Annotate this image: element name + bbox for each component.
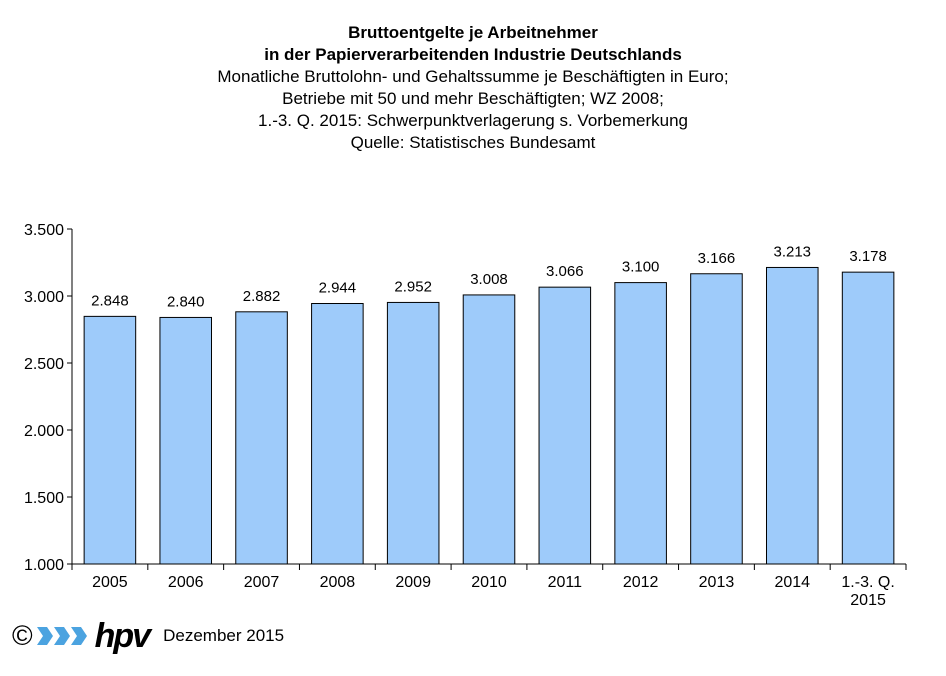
bar-value-label: 3.213	[773, 243, 811, 260]
x-tick-label: 2014	[774, 574, 810, 591]
x-tick-label: 2006	[168, 574, 204, 591]
x-tick-label: 2009	[395, 574, 431, 591]
chart-title-line-1: Bruttoentgelte je Arbeitnehmer	[348, 23, 598, 42]
y-tick-label: 3.000	[24, 289, 64, 306]
chart-source: Quelle: Statistisches Bundesamt	[350, 133, 596, 152]
y-tick-label: 2.500	[24, 356, 64, 373]
x-tick-label: 2013	[699, 574, 735, 591]
chart-subtitle-line-2: Betriebe mit 50 und mehr Beschäftigten; …	[282, 89, 664, 108]
bar-value-label: 3.066	[546, 263, 584, 280]
bar	[841, 271, 895, 565]
chart-subtitle-line-1: Monatliche Bruttolohn- und Gehaltssumme …	[217, 67, 729, 86]
x-tick-label: 2007	[244, 574, 280, 591]
y-tick-label: 3.500	[24, 222, 64, 239]
bar	[538, 286, 592, 565]
y-tick-label: 1.000	[24, 557, 64, 574]
bar-value-label: 3.178	[849, 248, 887, 265]
x-tick-label: 1.-3. Q. 2015	[841, 574, 894, 609]
hpv-brand: hpv	[94, 617, 151, 655]
bar	[386, 301, 440, 565]
bar-value-label: 2.840	[167, 293, 205, 310]
x-tick-label: 2005	[92, 574, 128, 591]
y-tick-label: 2.000	[24, 423, 64, 440]
bar	[159, 316, 213, 565]
bar	[614, 282, 667, 565]
bar	[235, 311, 288, 565]
x-tick-label: 2010	[471, 574, 507, 591]
footer: © hpv Dezember 2015	[12, 617, 285, 655]
hpv-logo-icon	[36, 627, 87, 645]
bar	[311, 303, 364, 565]
chart-title-line-2: in der Papierverarbeitenden Industrie De…	[264, 45, 682, 64]
bar-value-label: 2.848	[91, 292, 129, 309]
bar-value-label: 2.882	[243, 288, 281, 305]
x-tick-label: 2012	[623, 574, 659, 591]
footer-date: Dezember 2015	[163, 626, 285, 645]
x-tick-label: 2008	[320, 574, 356, 591]
bar-value-label: 3.008	[470, 271, 508, 288]
copyright-symbol: ©	[12, 620, 33, 651]
bar	[83, 315, 137, 565]
y-tick-label: 1.500	[24, 490, 64, 507]
bar	[690, 273, 743, 565]
bar-value-label: 3.166	[698, 250, 736, 267]
bar	[765, 266, 819, 565]
chart-titles: Bruttoentgelte je Arbeitnehmer in der Pa…	[0, 22, 946, 154]
bar-value-label: 2.952	[394, 278, 432, 295]
x-tick-label: 2011	[548, 574, 583, 591]
bar-value-label: 3.100	[622, 259, 660, 276]
bar	[462, 294, 516, 565]
chart-subtitle-line-3: 1.-3. Q. 2015: Schwerpunktverlagerung s.…	[258, 111, 688, 130]
bar-value-label: 2.944	[319, 280, 357, 297]
